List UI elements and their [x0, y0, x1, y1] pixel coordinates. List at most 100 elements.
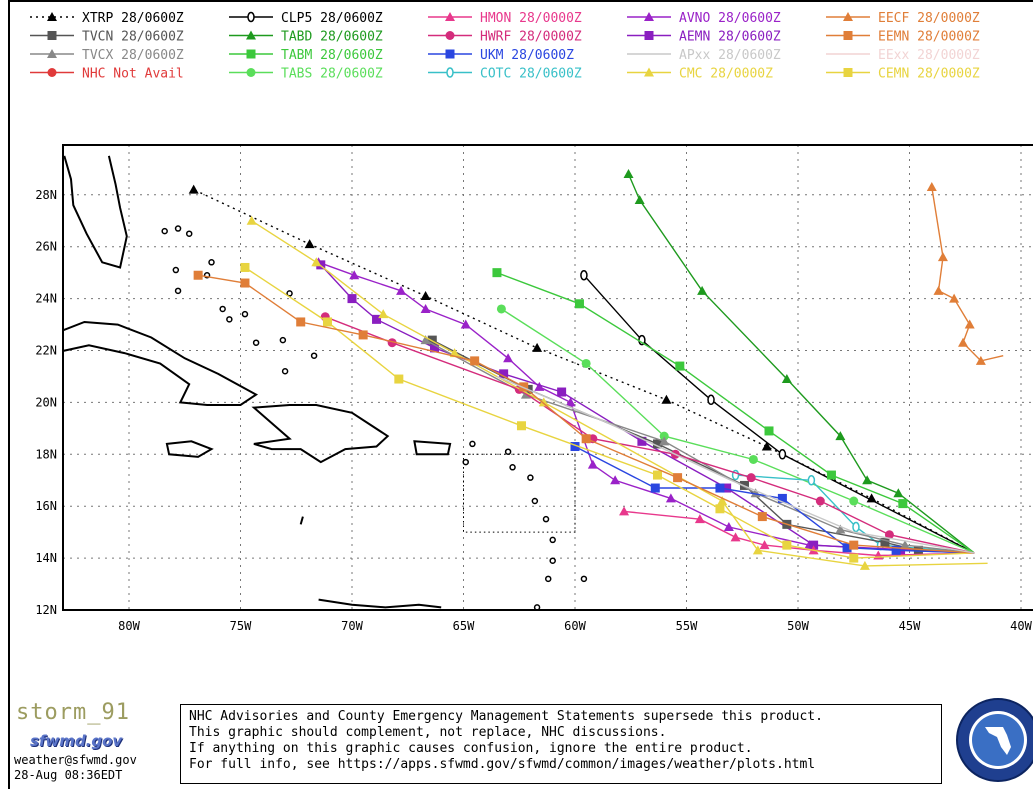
track-point [420, 291, 431, 301]
track-point [499, 369, 509, 379]
track-point [47, 31, 57, 40]
track-point [322, 317, 332, 327]
island-outline [208, 259, 215, 266]
track-point [782, 540, 792, 550]
legend-item: TVCX 28/0600Z [30, 48, 184, 63]
track-point [843, 68, 853, 77]
track-eecf [926, 182, 1004, 365]
x-tick-label: 75W [230, 619, 252, 633]
island-outline [531, 497, 539, 505]
puerto-rico-coast [413, 440, 452, 456]
track-apxx [496, 375, 975, 554]
legend: XTRP 28/0600Z CLP5 28/0600Z HMON 28/0000Z A… [30, 11, 980, 82]
y-tick-label: 22N [35, 344, 57, 358]
island-outline [580, 575, 588, 583]
x-tick-label: 40W [1010, 619, 1032, 633]
track-point [975, 355, 986, 365]
track-line [320, 264, 975, 554]
track-point [246, 30, 256, 40]
legend-item: TABM 28/0600Z [229, 48, 383, 63]
island-outline [549, 557, 556, 564]
track-point [445, 12, 455, 21]
island-outline [462, 458, 469, 466]
legend-item: TABD 28/0600Z [229, 30, 383, 45]
track-point [781, 374, 792, 384]
legend-item: TABS 28/0600Z [229, 67, 383, 82]
track-point [661, 394, 672, 404]
track-point [937, 252, 948, 262]
track-point [717, 496, 728, 506]
track-point [358, 330, 368, 340]
legend-item: CEMN 28/0000Z [826, 67, 980, 82]
track-avno [313, 257, 975, 554]
legend-item: APxx 28/0600Z [627, 48, 781, 63]
track-tabd [623, 169, 975, 554]
legend-item: HWRF 28/0000Z [428, 30, 582, 45]
track-point [538, 397, 549, 407]
track-point [748, 454, 758, 464]
track-point [623, 169, 634, 179]
map-frame [62, 144, 1033, 611]
track-chart: XTRP 28/0600Z CLP5 28/0600Z HMON 28/0000Z A… [30, 11, 1033, 633]
track-point [449, 348, 460, 358]
track-point [673, 473, 683, 483]
frame-top-border [8, 0, 1033, 2]
track-line [931, 186, 1004, 362]
track-point [697, 285, 708, 295]
legend-label: TABM 28/0600Z [281, 48, 383, 63]
track-clp5 [580, 269, 975, 554]
track-point [240, 278, 250, 288]
track-line [496, 272, 975, 554]
track-point [557, 387, 567, 397]
track-point [746, 473, 756, 483]
track-point [247, 11, 255, 23]
x-tick-label: 80W [118, 619, 140, 633]
island-outline [174, 287, 182, 295]
track-point [835, 524, 846, 534]
track-point [826, 470, 836, 480]
legend-label: XTRP 28/0600Z [82, 11, 184, 26]
track-point [610, 475, 621, 485]
track-point [926, 182, 937, 192]
y-tick-label: 24N [35, 292, 57, 306]
track-point [188, 184, 199, 194]
x-tick-label: 55W [676, 619, 698, 633]
track-line [496, 375, 975, 554]
island-outline [504, 448, 512, 455]
track-point [446, 67, 454, 78]
island-outline [219, 305, 226, 313]
track-point [778, 449, 787, 460]
track-point [193, 270, 203, 280]
track-point [470, 356, 480, 366]
track-point [722, 483, 732, 493]
island-outline [203, 271, 211, 279]
track-point [949, 293, 960, 303]
x-tick-label: 45W [899, 619, 921, 633]
track-point [884, 530, 894, 540]
legend-item: HMON 28/0000Z [428, 11, 582, 26]
island-outline [279, 336, 287, 344]
coastlines [63, 155, 588, 610]
track-point [859, 560, 870, 570]
track-point [849, 496, 859, 506]
track-point [764, 426, 774, 436]
track-point [653, 439, 663, 449]
island-outline [469, 440, 476, 448]
track-point [430, 343, 440, 353]
disclaimer-line: For full info, see https://apps.sfwmd.go… [189, 757, 816, 772]
legend-label: HMON 28/0000Z [480, 11, 582, 26]
track-point [665, 493, 676, 503]
legend-label: TVCX 28/0600Z [82, 48, 184, 63]
jamaica-coast [165, 440, 214, 458]
storm-id: storm_91 [16, 700, 130, 725]
track-line [251, 220, 988, 567]
track-point [835, 431, 846, 441]
disclaimer-line: This graphic should complement, not repl… [189, 725, 667, 740]
track-point [715, 504, 725, 514]
model-tracks [188, 169, 1004, 570]
x-tick-label: 70W [341, 619, 363, 633]
track-point [240, 262, 250, 272]
island-outline [544, 575, 552, 583]
track-eemn [193, 270, 975, 554]
track-point [347, 294, 357, 304]
